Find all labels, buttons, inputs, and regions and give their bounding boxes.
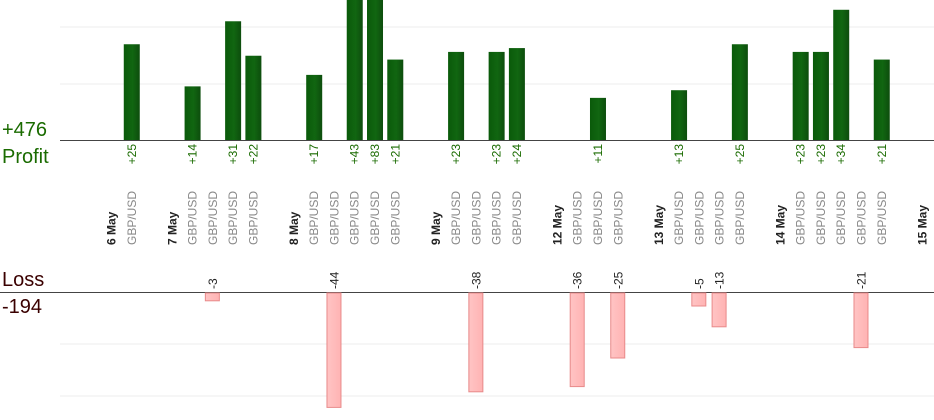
profit-bar (448, 51, 465, 140)
pair-label: GBP/USD (327, 191, 341, 245)
loss-bar (569, 292, 585, 388)
profit-value-label: +17 (307, 144, 321, 165)
profit-bar (833, 9, 850, 141)
profit-bar (792, 51, 809, 140)
pair-label: GBP/USD (186, 191, 200, 245)
axis-lines (0, 140, 934, 293)
profit-total: +476 (2, 119, 48, 141)
loss-value-label: -44 (327, 271, 341, 289)
pair-label: GBP/USD (125, 191, 139, 245)
loss-total: -194 (2, 296, 43, 318)
pair-label: GBP/USD (692, 191, 706, 245)
pair-label: GBP/USD (368, 191, 382, 245)
profit-bar (387, 59, 404, 140)
profit-value-label: +23 (814, 144, 828, 165)
gridlines (60, 26, 934, 397)
loss-bar (853, 292, 869, 349)
pair-label: GBP/USD (814, 191, 828, 245)
profit-value-label: +34 (834, 144, 848, 165)
loss-bar (711, 292, 727, 328)
pair-label: GBP/USD (449, 191, 463, 245)
date-label: 9 May (429, 211, 443, 245)
profit-value-label: +11 (591, 144, 605, 164)
profit-bar (306, 74, 323, 140)
pair-label: GBP/USD (307, 191, 321, 245)
loss-bar (326, 292, 342, 408)
pair-label: GBP/USD (591, 191, 605, 245)
pair-label: GBP/USD (713, 191, 727, 245)
pair-label: GBP/USD (246, 191, 260, 245)
pair-label: GBP/USD (206, 191, 220, 245)
date-label: 12 May (550, 205, 564, 245)
date-label: 6 May (105, 211, 119, 245)
profit-bar (346, 0, 363, 140)
pair-label: GBP/USD (875, 191, 889, 245)
pair-label: GBP/USD (469, 191, 483, 245)
profit-value-label: +31 (226, 144, 240, 165)
pair-label: GBP/USD (348, 191, 362, 245)
loss-label: Loss (2, 269, 45, 291)
profit-value-label: +23 (449, 144, 463, 165)
loss-value-label: -3 (206, 278, 220, 289)
loss-value-label: -13 (713, 271, 727, 289)
loss-value-label: -5 (692, 278, 706, 289)
loss-value-label: -36 (571, 271, 585, 289)
pair-label: GBP/USD (490, 191, 504, 245)
profit-bar (812, 51, 829, 140)
profit-bar (508, 48, 525, 140)
profit-value-label: +13 (672, 144, 686, 165)
profit-bar (873, 59, 890, 140)
date-label: 14 May (773, 205, 787, 245)
profit-bar (367, 0, 384, 140)
pair-label: GBP/USD (571, 191, 585, 245)
profit-value-label: +24 (510, 144, 524, 165)
category-labels: 6 May GBP/USD 7 May GBP/USD GBP/USD GBP/USD GB… (105, 191, 930, 245)
loss-bar (691, 292, 707, 307)
profit-bar (671, 90, 688, 140)
date-label: 15 May (915, 205, 929, 245)
loss-value-label: -25 (611, 271, 625, 289)
profit-bar (589, 97, 606, 140)
profit-value-label: +25 (125, 144, 139, 165)
loss-value-label: -21 (854, 271, 868, 289)
pair-label: GBP/USD (834, 191, 848, 245)
date-label: 7 May (165, 211, 179, 245)
bars (123, 0, 890, 408)
pair-label: GBP/USD (794, 191, 808, 245)
date-label: 13 May (652, 205, 666, 245)
loss-bar (204, 292, 220, 302)
pair-label: GBP/USD (672, 191, 686, 245)
profit-value-label: +22 (246, 144, 260, 165)
profit-value-label: +14 (186, 144, 200, 165)
loss-bar (610, 292, 626, 359)
profit-value-label: +83 (368, 144, 382, 165)
profit-value-label: +21 (875, 144, 889, 165)
pair-label: GBP/USD (733, 191, 747, 245)
pair-label: GBP/USD (510, 191, 524, 245)
profit-bar (731, 44, 748, 140)
profit-bar (245, 55, 262, 140)
pair-label: GBP/USD (226, 191, 240, 245)
value-labels: +25 +14 -3 +31 +22 +17 -44 +43 +83 +21 +23 -38 +23 +2… (125, 144, 889, 289)
loss-bar (468, 292, 484, 393)
date-label: 8 May (287, 211, 301, 245)
pair-label: GBP/USD (611, 191, 625, 245)
profit-value-label: +25 (733, 144, 747, 165)
pair-label: GBP/USD (388, 191, 402, 245)
loss-value-label: -38 (469, 271, 483, 289)
profit-value-label: +23 (794, 144, 808, 165)
profit-bar (488, 51, 505, 140)
pair-label: GBP/USD (854, 191, 868, 245)
profit-label: Profit (2, 146, 49, 168)
profit-value-label: +23 (490, 144, 504, 165)
profit-value-label: +21 (388, 144, 402, 165)
profit-bar (225, 21, 242, 140)
profit-bar (123, 44, 140, 140)
profit-value-label: +43 (348, 144, 362, 165)
profit-bar (184, 86, 201, 140)
